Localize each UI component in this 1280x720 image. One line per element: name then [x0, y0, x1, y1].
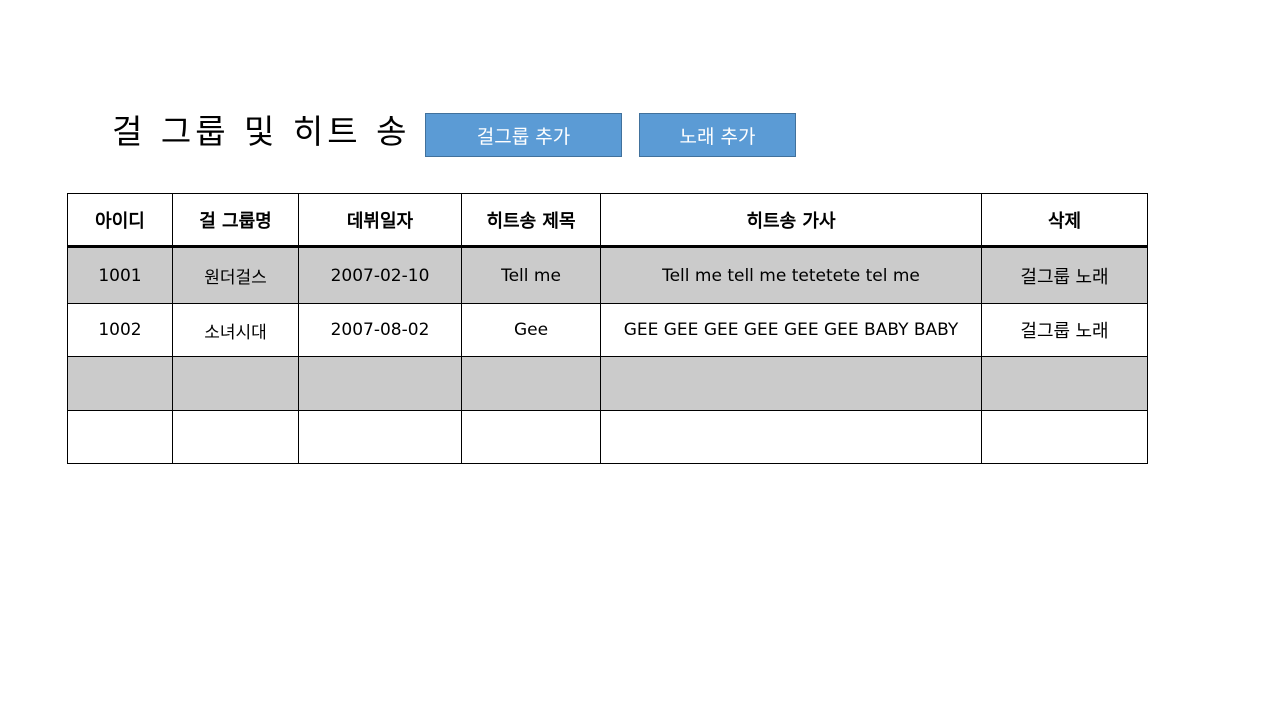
table-row [67, 410, 1148, 464]
cell-delete: 걸그룹 노래 [981, 246, 1148, 304]
cell-id: 1001 [67, 246, 173, 304]
table-header-row: 아이디 걸 그룹명 데뷔일자 히트송 제목 히트송 가사 삭제 [67, 193, 1148, 248]
cell-debut-date [298, 410, 462, 464]
column-header-debut-date: 데뷔일자 [298, 193, 462, 248]
cell-debut-date: 2007-08-02 [298, 303, 462, 357]
delete-song-link[interactable]: 노래 [1075, 266, 1109, 288]
cell-id [67, 410, 173, 464]
cell-song-lyrics [600, 410, 982, 464]
cell-group-name [172, 410, 299, 464]
cell-song-title: Gee [461, 303, 601, 357]
cell-group-name: 소녀시대 [172, 303, 299, 357]
column-header-group-name: 걸 그룹명 [172, 193, 299, 248]
column-header-id: 아이디 [67, 193, 173, 248]
cell-debut-date: 2007-02-10 [298, 246, 462, 304]
cell-group-name [172, 356, 299, 411]
cell-song-lyrics: Tell me tell me tetetete tel me [600, 246, 982, 304]
delete-group-link[interactable]: 걸그룹 [1020, 266, 1071, 288]
column-header-delete: 삭제 [981, 193, 1148, 248]
group-table: 아이디 걸 그룹명 데뷔일자 히트송 제목 히트송 가사 삭제 1001 원더걸… [67, 193, 1148, 464]
cell-song-title [461, 410, 601, 464]
table-row: 1002 소녀시대 2007-08-02 Gee GEE GEE GEE GEE… [67, 303, 1148, 357]
add-song-button[interactable]: 노래 추가 [639, 113, 796, 157]
table-row: 1001 원더걸스 2007-02-10 Tell me Tell me tel… [67, 246, 1148, 304]
cell-song-lyrics: GEE GEE GEE GEE GEE GEE BABY BABY [600, 303, 982, 357]
cell-id: 1002 [67, 303, 173, 357]
column-header-hit-song-lyrics: 히트송 가사 [600, 193, 982, 248]
cell-song-title: Tell me [461, 246, 601, 304]
cell-debut-date [298, 356, 462, 411]
cell-delete: 걸그룹 노래 [981, 303, 1148, 357]
cell-song-title [461, 356, 601, 411]
column-header-hit-song-title: 히트송 제목 [461, 193, 601, 248]
table-row [67, 356, 1148, 411]
cell-song-lyrics [600, 356, 982, 411]
cell-delete [981, 356, 1148, 411]
cell-id [67, 356, 173, 411]
cell-delete [981, 410, 1148, 464]
delete-song-link[interactable]: 노래 [1075, 321, 1109, 342]
cell-group-name: 원더걸스 [172, 246, 299, 304]
add-group-button[interactable]: 걸그룹 추가 [425, 113, 622, 157]
delete-group-link[interactable]: 걸그룹 [1020, 321, 1071, 342]
page-title: 걸 그룹 및 히트 송 [112, 112, 411, 151]
